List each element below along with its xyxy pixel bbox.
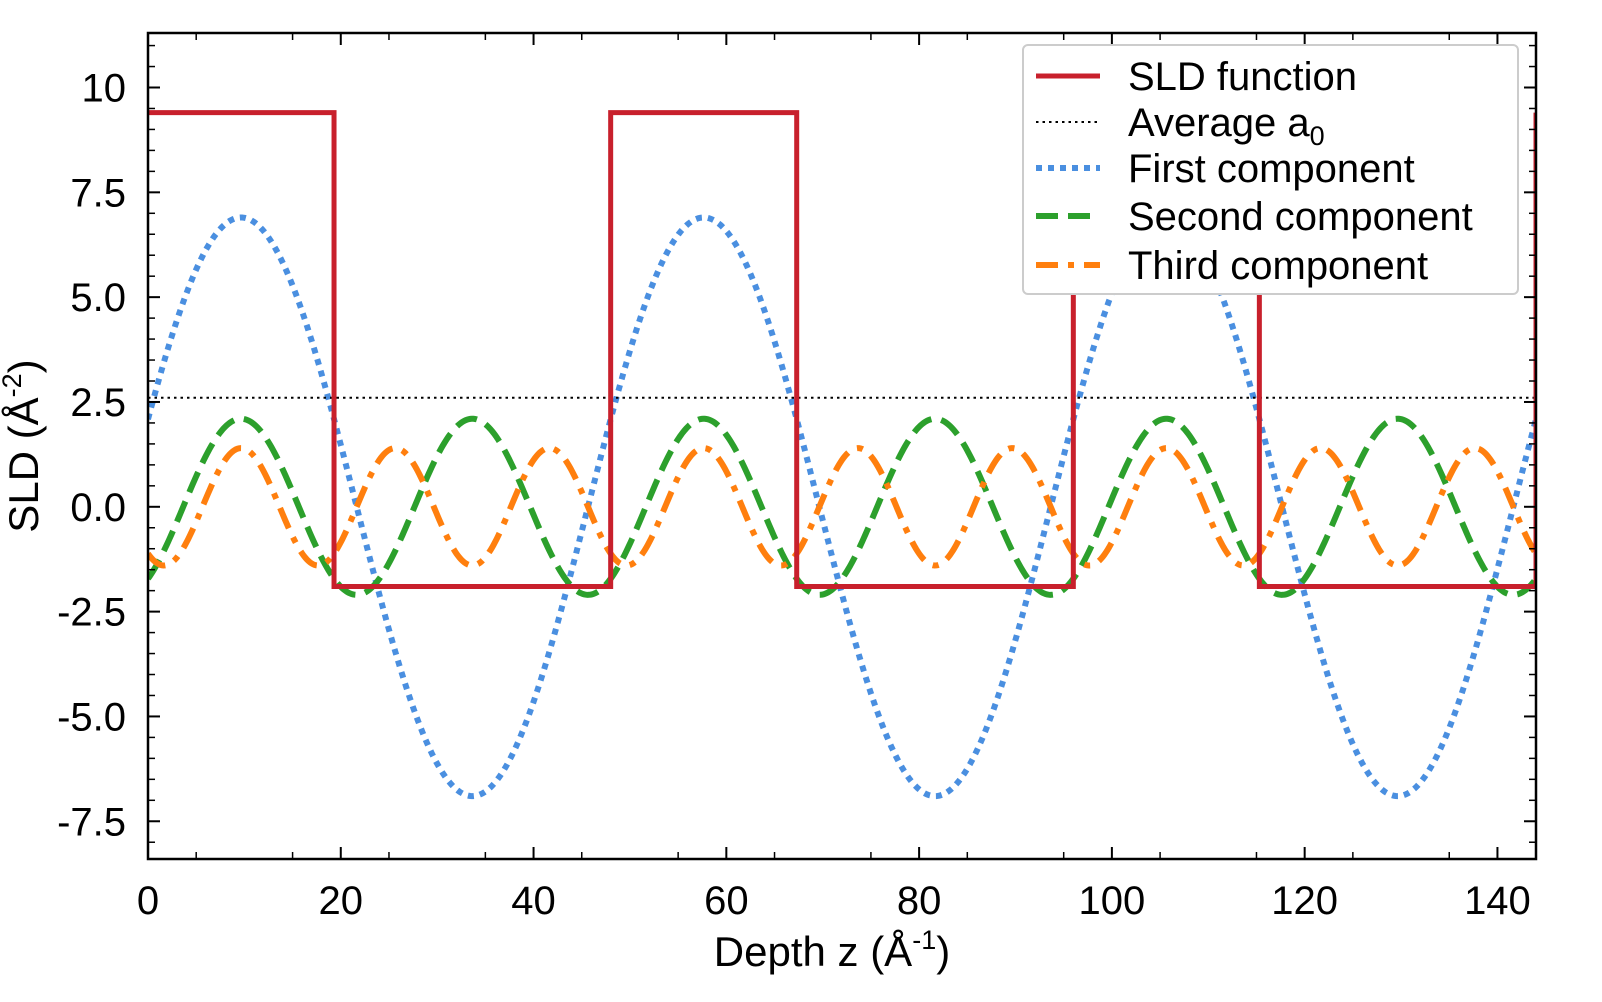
x-tick-label: 80 [897, 879, 942, 923]
x-tick-label: 140 [1464, 879, 1531, 923]
series-line-first-component [148, 214, 1536, 800]
legend-label: Second component [1128, 195, 1473, 239]
legend-label: SLD function [1128, 55, 1357, 99]
y-tick-label: 2.5 [70, 381, 126, 425]
y-tick-label: 7.5 [70, 171, 126, 215]
legend-label: Average a0 [1128, 101, 1325, 151]
x-tick-label: 20 [319, 879, 364, 923]
x-tick-label: 120 [1271, 879, 1338, 923]
x-tick-label: 0 [137, 879, 159, 923]
y-tick-label: -2.5 [57, 591, 126, 635]
tick-layer: 0 20 40 60 80 100 120 140 10 7.5 5.0 2.5 0.0 -2.5 -5.0… [57, 33, 1536, 923]
legend-label: First component [1128, 147, 1415, 191]
x-tick-label: 60 [704, 879, 749, 923]
legend-label: Third component [1128, 244, 1428, 288]
y-tick-label: 5.0 [70, 276, 126, 320]
series-line-third-component [148, 445, 1536, 569]
legend-box [1022, 44, 1519, 295]
x-axis-title: Depth z (Å-1) [714, 925, 950, 975]
y-tick-label: 10 [82, 67, 127, 111]
plot-frame [146, 31, 1538, 861]
y-tick-label: -5.0 [57, 695, 126, 739]
y-tick-label: -7.5 [57, 800, 126, 844]
series-line-sld-function [148, 110, 1536, 589]
x-tick-label: 100 [1079, 879, 1146, 923]
x-tick-label: 40 [511, 879, 556, 923]
series-layer [148, 110, 1536, 800]
y-axis-title: SLD (Å-2) [0, 359, 47, 532]
series-line-second-component [148, 415, 1536, 598]
y-tick-label: 0.0 [70, 486, 126, 530]
